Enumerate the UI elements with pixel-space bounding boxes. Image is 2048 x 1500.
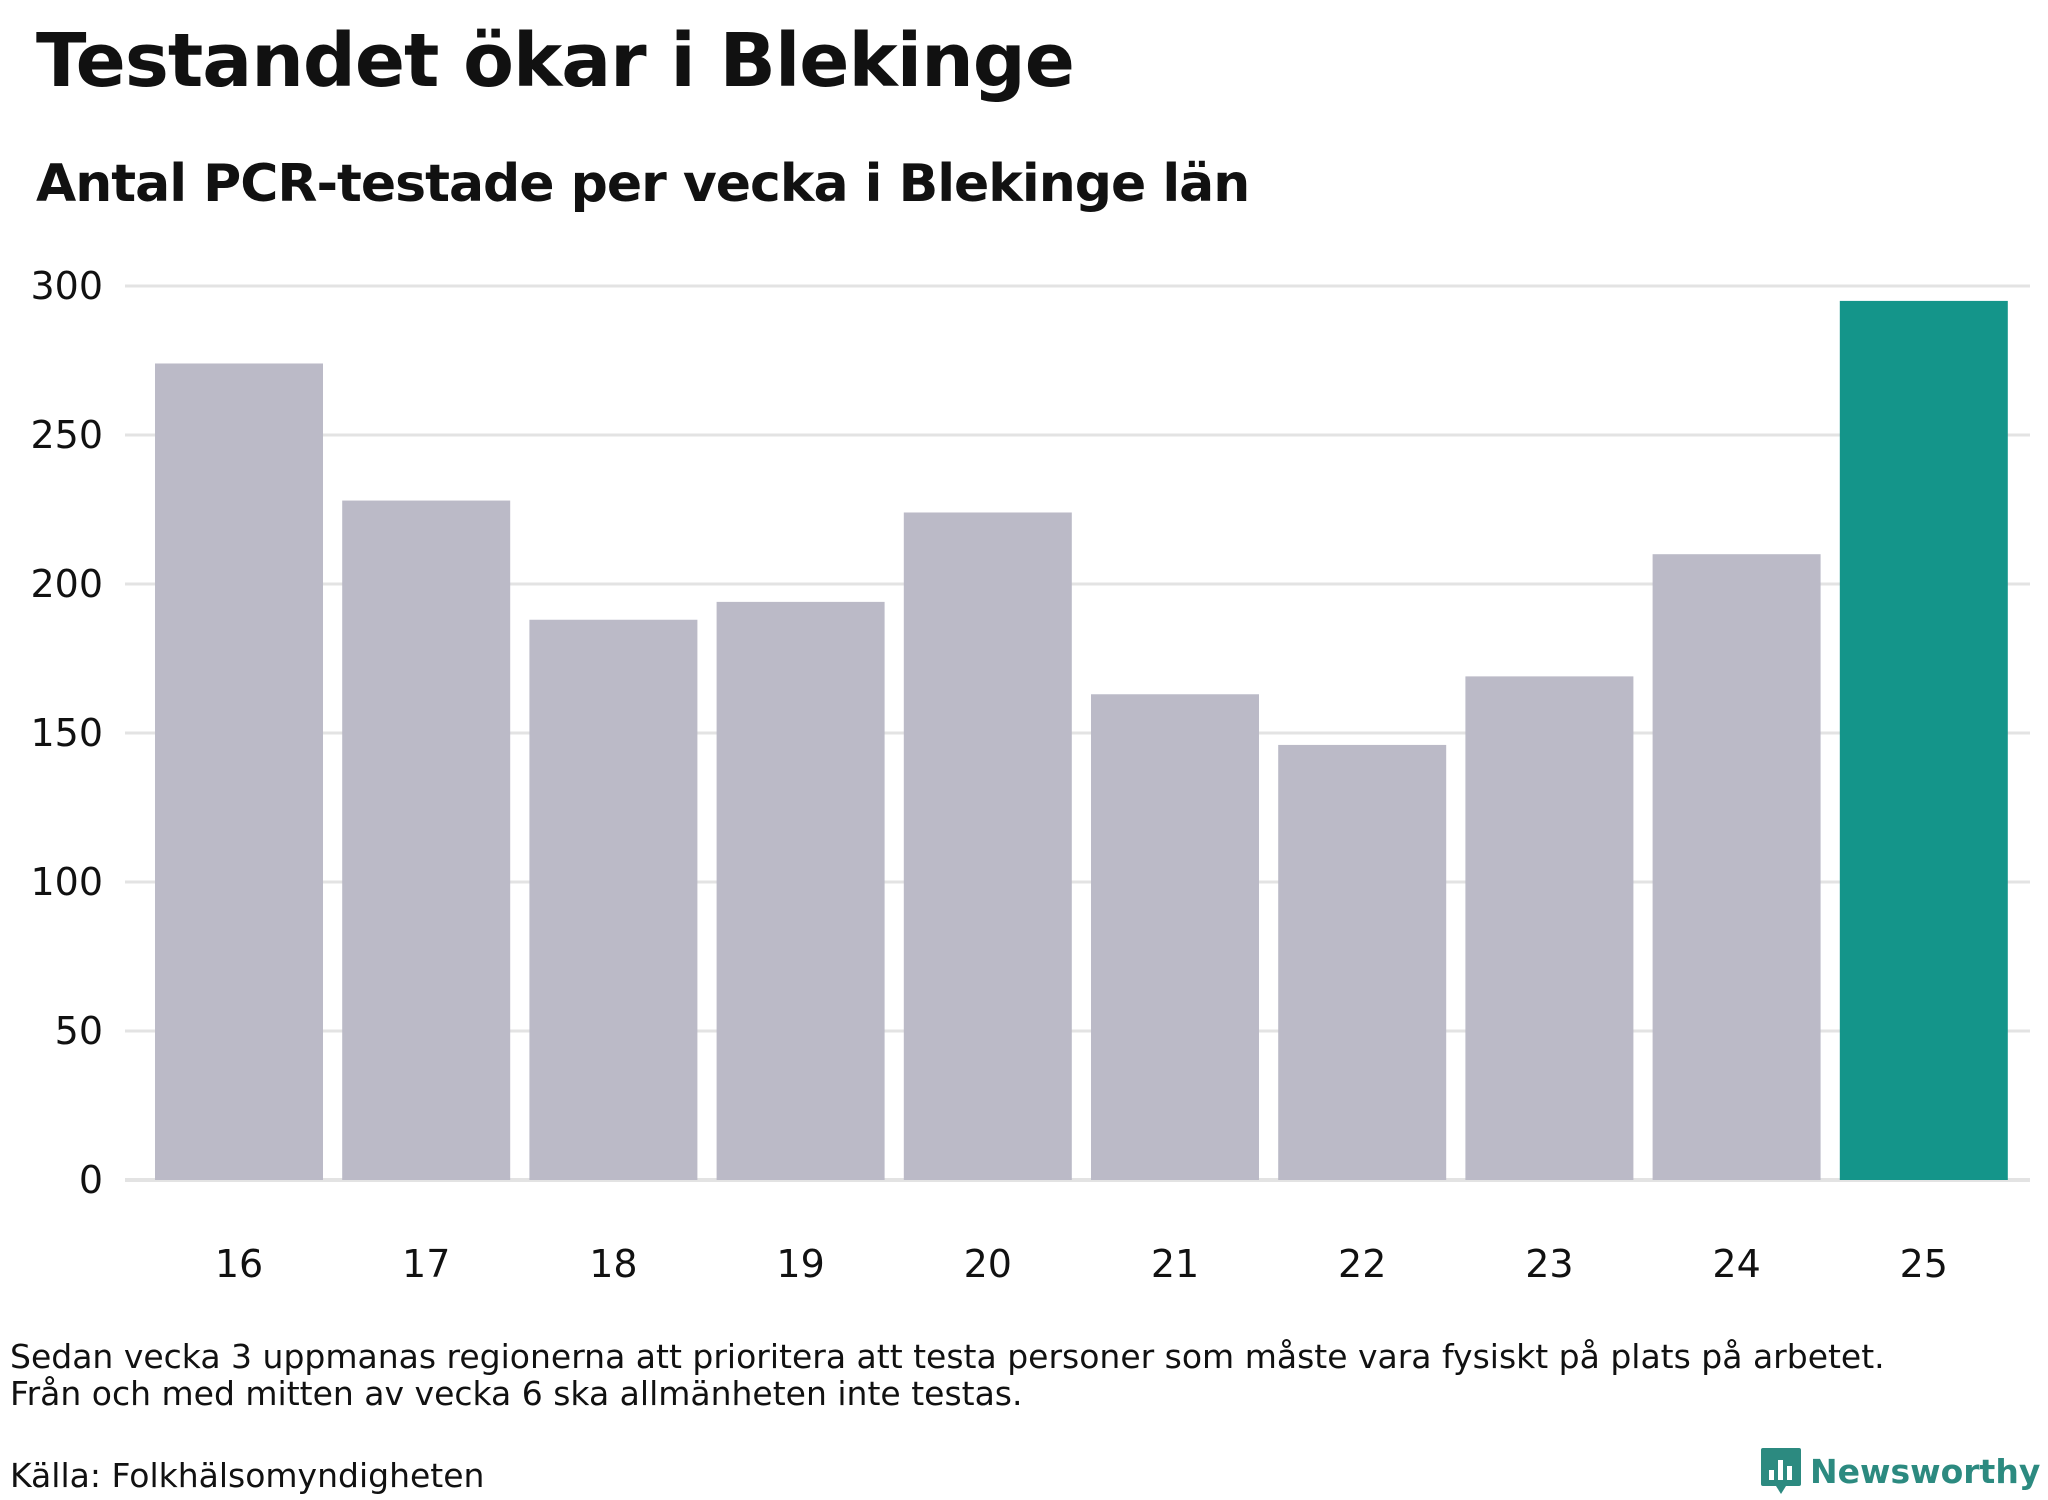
x-tick-label: 16 <box>215 1242 263 1286</box>
y-axis-ticks: 0 50 100 150 200 250 300 <box>30 264 103 1202</box>
x-tick-label: 25 <box>1900 1242 1948 1286</box>
y-tick-label: 250 <box>30 413 103 457</box>
footnote: Sedan vecka 3 uppmanas regionerna att pr… <box>10 1338 1885 1412</box>
bar <box>1465 676 1634 1180</box>
x-tick-label: 22 <box>1338 1242 1386 1286</box>
x-tick-label: 17 <box>402 1242 450 1286</box>
bar-chart: 0 50 100 150 200 250 300 16 17 18 19 20 21 22 23 24 25 <box>30 264 2030 1286</box>
brand-logo: Newsworthy <box>1760 1445 2040 1497</box>
bar <box>1839 300 2008 1180</box>
bar-chart-speech-bubble-icon <box>1761 1448 1801 1494</box>
bar <box>716 601 885 1180</box>
bar <box>155 363 323 1181</box>
x-tick-label: 19 <box>776 1242 824 1286</box>
footnote-line: Från och med mitten av vecka 6 ska allmä… <box>10 1374 1023 1413</box>
footnote-line: Sedan vecka 3 uppmanas regionerna att pr… <box>10 1337 1885 1376</box>
bars <box>155 300 2008 1181</box>
y-tick-label: 150 <box>30 711 103 755</box>
x-tick-label: 20 <box>964 1242 1012 1286</box>
chart-subtitle: Antal PCR-testade per vecka i Blekinge l… <box>36 154 1250 214</box>
x-tick-label: 21 <box>1151 1242 1199 1286</box>
x-tick-label: 18 <box>589 1242 637 1286</box>
bar <box>342 500 511 1180</box>
bar <box>1091 694 1259 1180</box>
bar <box>1652 554 1821 1180</box>
bar <box>529 619 698 1180</box>
y-tick-label: 50 <box>55 1009 103 1053</box>
x-tick-label: 24 <box>1712 1242 1760 1286</box>
y-tick-label: 100 <box>30 860 103 904</box>
x-axis-ticks: 16 17 18 19 20 21 22 23 24 25 <box>215 1242 1948 1286</box>
bar <box>903 512 1072 1180</box>
chart-title: Testandet ökar i Blekinge <box>36 18 1075 104</box>
brand-name: Newsworthy <box>1810 1451 2041 1491</box>
bar <box>1278 744 1447 1180</box>
x-tick-label: 23 <box>1525 1242 1573 1286</box>
y-tick-label: 0 <box>79 1158 103 1202</box>
source-label: Källa: Folkhälsomyndigheten <box>10 1456 485 1495</box>
y-tick-label: 200 <box>30 562 103 606</box>
y-tick-label: 300 <box>30 264 103 308</box>
